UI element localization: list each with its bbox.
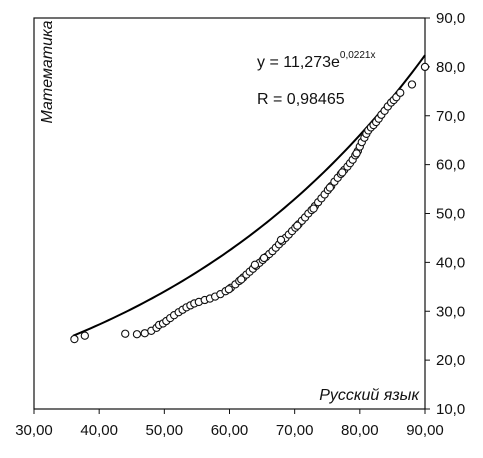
trend-equation-base: y = 11,273e	[257, 54, 340, 71]
data-point	[80, 331, 89, 340]
data-point	[259, 253, 269, 263]
plot-area	[33, 17, 426, 410]
y-tick-label: 70,0	[436, 108, 465, 125]
x-tick-label: 30,00	[15, 422, 53, 439]
axis-ticks	[33, 17, 430, 414]
data-point	[352, 149, 361, 158]
data-point	[121, 329, 130, 338]
y-tick-label: 80,0	[436, 59, 465, 76]
x-axis-title: Русский язык	[319, 387, 420, 404]
x-tick-label: 80,00	[341, 422, 379, 439]
y-tick-label: 60,0	[436, 157, 465, 174]
trend-r-value: R = 0,98465	[257, 91, 345, 108]
axis-tick-labels: 30,00 40,00 50,00 60,00 70,00 80,00 90,00 10,0 2…	[15, 10, 465, 439]
y-tick-label: 10,0	[436, 401, 465, 418]
y-tick-label: 20,0	[436, 352, 465, 369]
y-tick-label: 50,0	[436, 206, 465, 223]
y-tick-label: 90,0	[436, 10, 465, 27]
data-point	[70, 334, 79, 344]
data-point	[293, 221, 302, 230]
y-tick-label: 30,0	[436, 303, 465, 320]
data-point	[420, 62, 430, 72]
data-point	[224, 285, 233, 294]
trend-equation-exponent: 0,0221x	[340, 50, 376, 61]
x-tick-label: 40,00	[80, 422, 118, 439]
data-point	[237, 275, 246, 284]
y-tick-label: 40,0	[436, 254, 465, 271]
trend-equation: y = 11,273e0,0221x	[257, 50, 375, 71]
data-point	[132, 330, 142, 339]
x-tick-label: 90,00	[406, 422, 444, 439]
data-points	[70, 62, 430, 344]
y-axis-title: Математика	[39, 20, 56, 123]
data-point	[338, 168, 347, 177]
data-point	[407, 80, 417, 89]
data-point	[250, 260, 260, 269]
x-tick-label: 50,00	[146, 422, 184, 439]
data-point	[276, 235, 286, 245]
x-tick-label: 70,00	[276, 422, 314, 439]
x-tick-label: 60,00	[211, 422, 249, 439]
data-point	[325, 183, 335, 192]
data-point	[309, 204, 318, 213]
data-point	[396, 88, 405, 97]
